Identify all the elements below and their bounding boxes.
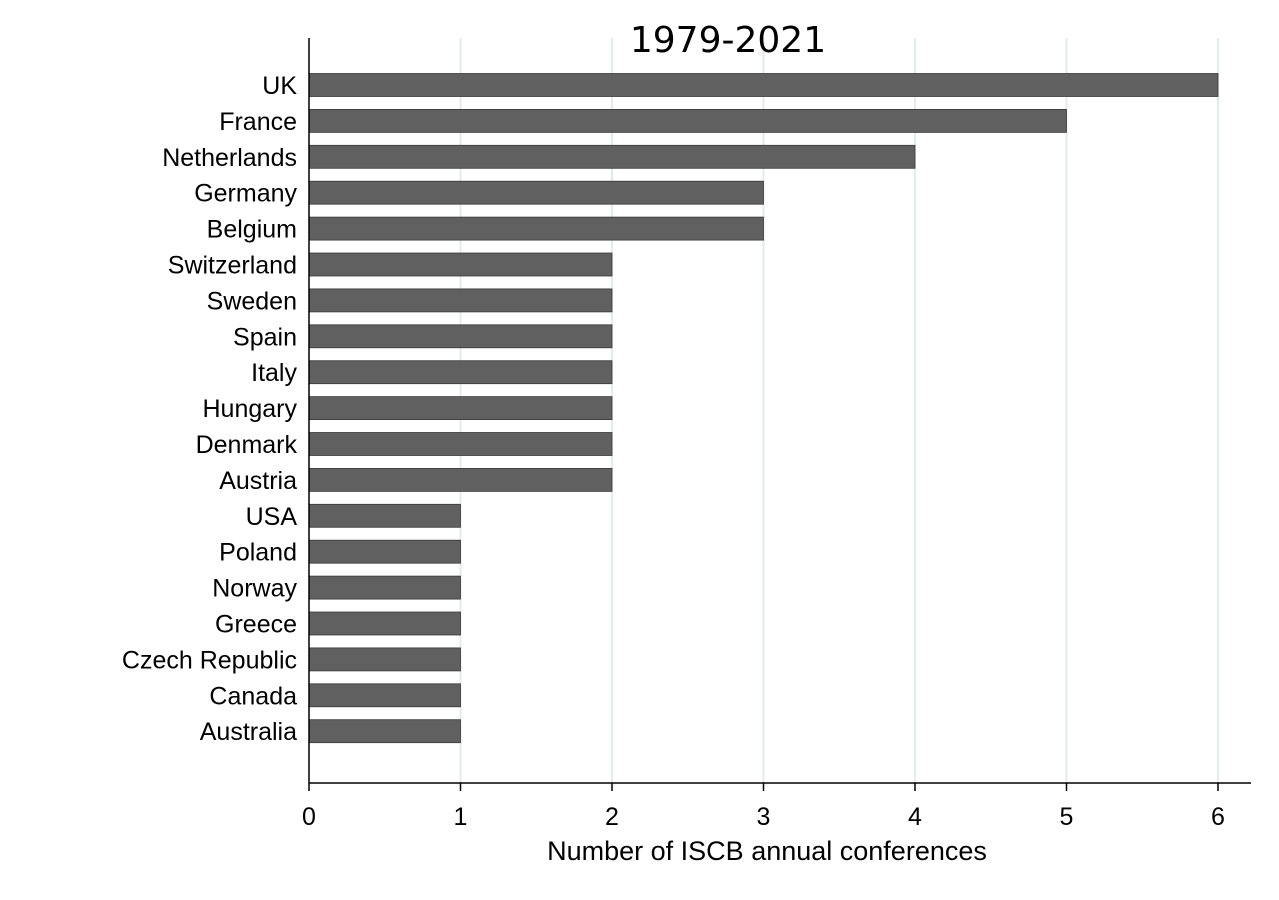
- category-label: Germany: [194, 180, 297, 208]
- x-axis-title: Number of ISCB annual conferences: [547, 836, 987, 866]
- bar-norway: [308, 575, 461, 600]
- bar-greece: [308, 611, 461, 636]
- bar-belgium: [308, 216, 764, 241]
- chart-title: 1979-2021: [630, 20, 826, 61]
- category-label: Norway: [212, 575, 297, 603]
- bar-hungary: [308, 396, 613, 421]
- bar-australia: [308, 719, 461, 744]
- category-label: Canada: [209, 682, 297, 710]
- bar-sweden: [308, 288, 613, 313]
- category-labels: UK France Netherlands Germany Belgium Switzer…: [122, 72, 298, 746]
- bar-italy: [308, 360, 613, 385]
- category-label: Spain: [233, 323, 297, 351]
- category-label: Czech Republic: [122, 646, 297, 674]
- axes: [308, 38, 1251, 784]
- bar-canada: [308, 683, 461, 708]
- category-label: Poland: [219, 539, 297, 567]
- bar-uk: [308, 73, 1219, 97]
- category-label: Australia: [200, 718, 297, 746]
- bar-denmark: [308, 432, 613, 456]
- bar-netherlands: [308, 144, 916, 169]
- bar-usa: [308, 503, 461, 528]
- bar-poland: [308, 539, 461, 564]
- category-label: France: [219, 108, 297, 136]
- category-label: Italy: [251, 359, 297, 387]
- bar-austria: [308, 467, 613, 492]
- x-tick-label: 0: [302, 803, 316, 831]
- x-tick-label: 1: [454, 803, 468, 831]
- x-tick-label: 6: [1211, 803, 1225, 831]
- category-label: Switzerland: [168, 252, 297, 280]
- bar-switzerland: [308, 252, 613, 277]
- category-label: Sweden: [207, 287, 297, 315]
- category-label: UK: [262, 72, 297, 100]
- bar-czech-republic: [308, 647, 461, 672]
- x-tick-label: 2: [605, 803, 619, 831]
- category-label: Denmark: [196, 431, 298, 459]
- category-label: Belgium: [207, 216, 297, 244]
- x-tick-labels: 0 1 2 3 4 5 6: [302, 783, 1225, 831]
- bar-spain: [308, 324, 613, 349]
- category-label: Austria: [219, 467, 297, 495]
- category-label: Netherlands: [162, 144, 297, 172]
- x-tick-label: 5: [1060, 803, 1074, 831]
- category-label: Hungary: [203, 395, 298, 423]
- bar-germany: [308, 180, 764, 205]
- x-tick-label: 4: [908, 803, 922, 831]
- category-label: Greece: [215, 611, 297, 639]
- x-tick-label: 3: [757, 803, 771, 831]
- category-label: USA: [246, 503, 298, 531]
- bar-france: [308, 109, 1067, 133]
